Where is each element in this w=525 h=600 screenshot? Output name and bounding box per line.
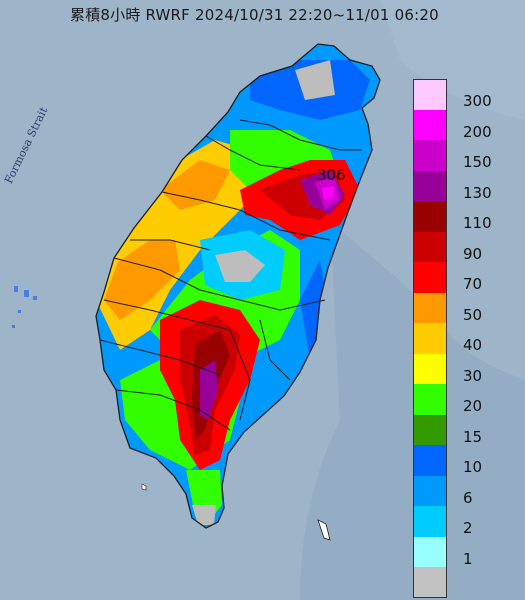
legend-swatch xyxy=(413,201,447,232)
legend-row: 10 xyxy=(413,445,519,476)
legend-swatch xyxy=(413,109,447,140)
legend-row xyxy=(413,567,519,598)
map-title: 累積8小時 RWRF 2024/10/31 22:20~11/01 06:20 xyxy=(70,6,439,24)
legend-swatch xyxy=(413,140,447,171)
legend-label: 90 xyxy=(463,244,483,263)
legend-row: 150 xyxy=(413,140,519,171)
legend-label: 30 xyxy=(463,366,483,385)
legend-swatch xyxy=(413,170,447,201)
legend-row: 50 xyxy=(413,292,519,324)
legend-swatch xyxy=(413,445,447,476)
legend-label: 300 xyxy=(463,92,492,110)
peak-rainfall-value: 306 xyxy=(317,166,346,184)
legend-row: 6 xyxy=(413,475,519,507)
legend-label: 150 xyxy=(463,153,492,171)
legend-swatch xyxy=(413,384,447,415)
legend-label: 70 xyxy=(463,275,483,293)
legend-row: 200 xyxy=(413,109,519,141)
legend-swatch xyxy=(413,231,447,262)
legend-row: 90 xyxy=(413,231,519,263)
legend-row: 70 xyxy=(413,262,519,293)
legend-label: 2 xyxy=(463,519,473,537)
legend-label: 40 xyxy=(463,336,483,354)
legend-row: 1 xyxy=(413,536,519,568)
legend-swatch xyxy=(413,536,447,567)
legend-swatch xyxy=(413,79,447,110)
legend-label: 10 xyxy=(463,458,483,476)
legend-label: 20 xyxy=(463,397,483,415)
legend-row: 30 xyxy=(413,353,519,385)
legend-label: 110 xyxy=(463,214,492,232)
legend-label: 15 xyxy=(463,427,483,446)
legend-swatch xyxy=(413,475,447,506)
legend-swatch xyxy=(413,567,447,598)
legend-swatch xyxy=(413,353,447,384)
legend-row: 300 xyxy=(413,79,519,110)
legend-row: 40 xyxy=(413,323,519,354)
legend-label: 130 xyxy=(463,183,492,202)
legend-label: 6 xyxy=(463,488,473,507)
legend-row: 20 xyxy=(413,384,519,415)
legend-row: 130 xyxy=(413,170,519,202)
legend-swatch xyxy=(413,262,447,293)
legend-label: 200 xyxy=(463,122,492,141)
legend-row: 15 xyxy=(413,414,519,446)
legend-row: 110 xyxy=(413,201,519,232)
rainfall-legend: 300 200 150 130 110 90 70 50 40 30 20 15 10 6 2 1 xyxy=(413,79,519,598)
legend-swatch xyxy=(413,323,447,354)
legend-swatch xyxy=(413,414,447,445)
legend-swatch xyxy=(413,506,447,537)
legend-label: 1 xyxy=(463,549,473,568)
legend-swatch xyxy=(413,292,447,323)
legend-label: 50 xyxy=(463,305,483,324)
legend-row: 2 xyxy=(413,506,519,537)
